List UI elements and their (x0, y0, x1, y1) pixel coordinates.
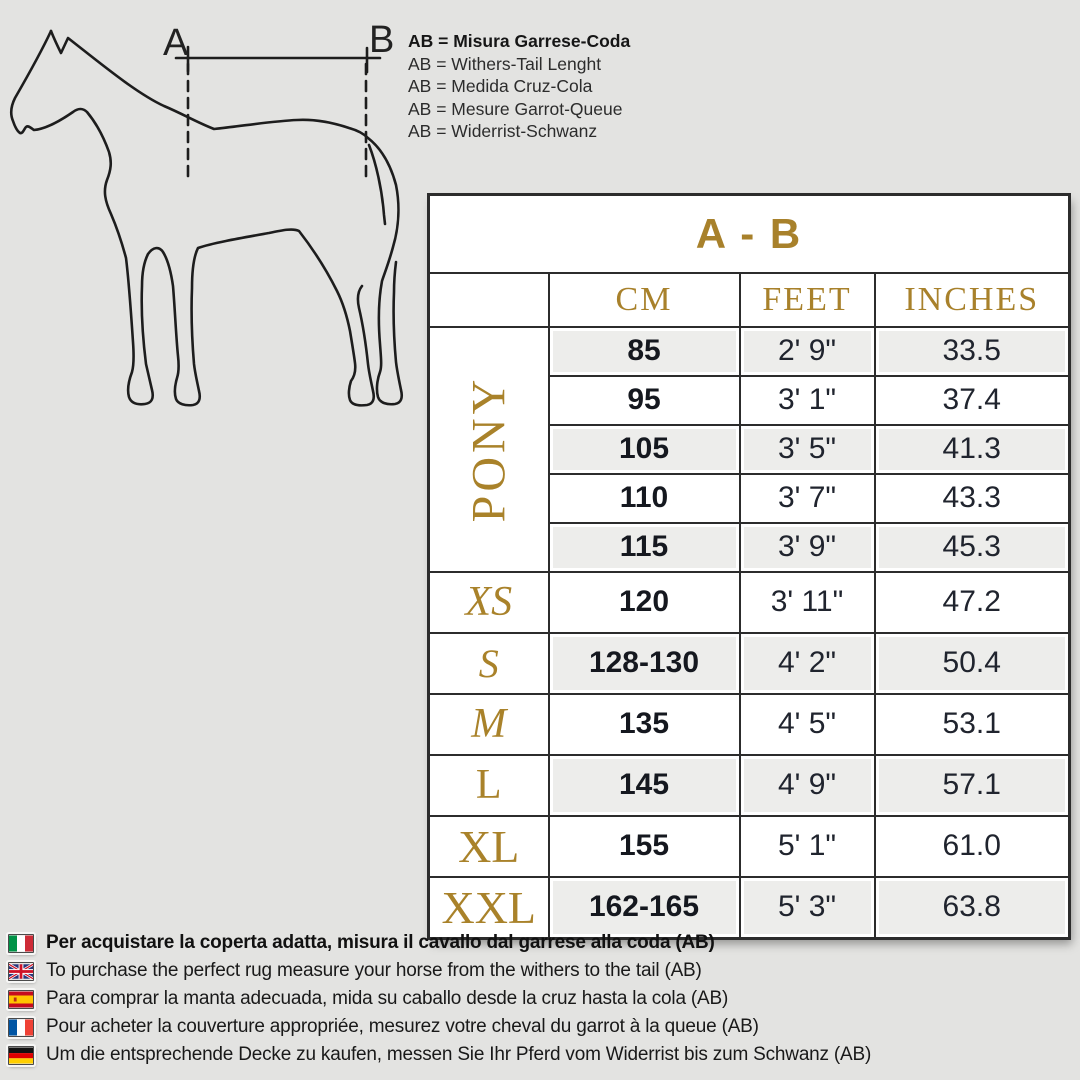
horse-tail-line (367, 143, 387, 226)
cm-cell: 162-165 (547, 875, 741, 939)
instruction-text: Para comprar la manta adecuada, mida su … (46, 988, 729, 1009)
instruction-text: Pour acheter la couverture appropriée, m… (46, 1016, 759, 1037)
table-row: L 145 4' 9" 57.1 (427, 753, 1071, 817)
size-label-xl: XL (458, 820, 520, 872)
instruction-row-italian: Per acquistare la coperta adatta, misura… (8, 929, 871, 957)
inches-cell: 43.3 (873, 472, 1071, 524)
feet-cell: 5' 1" (738, 814, 876, 878)
header-feet: FEET (738, 271, 876, 328)
size-cell-s: S (427, 631, 550, 695)
table-header-row: CM FEET INCHES (427, 271, 1071, 328)
inches-cell: 33.5 (873, 325, 1071, 377)
table-row: S 128-130 4' 2" 50.4 (427, 631, 1071, 695)
spain-flag-icon (8, 989, 34, 1009)
size-label-m: M (471, 701, 507, 747)
germany-flag-icon (8, 1045, 34, 1065)
table-row: XL 155 5' 1" 61.0 (427, 814, 1071, 878)
size-cell-xs: XS (427, 570, 550, 634)
feet-cell: 4' 9" (738, 753, 876, 817)
cm-cell: 155 (547, 814, 741, 878)
france-flag-icon (8, 1017, 34, 1037)
feet-cell: 3' 9" (738, 521, 876, 573)
inches-cell: 63.8 (873, 875, 1071, 939)
cm-cell: 135 (547, 692, 741, 756)
feet-cell: 4' 2" (738, 631, 876, 695)
feet-cell: 3' 1" (738, 374, 876, 426)
ab-legend-item-english: AB = Withers-Tail Lenght (408, 53, 602, 74)
horse-outline-top (49, 29, 404, 406)
table-title-row: A - B (427, 193, 1071, 274)
size-table: A - B CM FEET INCHES PONY 85 2' 9" 33.5 … (427, 193, 1071, 940)
cm-cell: 120 (547, 570, 741, 634)
feet-cell: 5' 3" (738, 875, 876, 939)
feet-cell: 3' 11" (738, 570, 876, 634)
label-b: B (369, 19, 394, 61)
horse-measurement-diagram: A B (9, 19, 404, 407)
cm-cell: 128-130 (547, 631, 741, 695)
cm-cell: 95 (547, 374, 741, 426)
ab-legend-item-spanish: AB = Medida Cruz-Cola (408, 76, 593, 96)
ab-legend: AB = Misura Garrese-Coda AB = Withers-Ta… (408, 30, 630, 143)
inches-cell: 61.0 (873, 814, 1071, 878)
size-label-pony: PONY (462, 375, 516, 523)
horse-outline-body (9, 29, 376, 407)
cm-cell: 85 (547, 325, 741, 377)
feet-cell: 4' 5" (738, 692, 876, 756)
cm-cell: 145 (547, 753, 741, 817)
inches-cell: 57.1 (873, 753, 1071, 817)
size-label-l: L (475, 762, 502, 808)
size-cell-pony: PONY (427, 325, 550, 573)
header-cm: CM (547, 271, 741, 328)
size-cell-m: M (427, 692, 550, 756)
inches-cell: 53.1 (873, 692, 1071, 756)
size-label-xs: XS (465, 579, 513, 625)
size-label-xxl: XXL (441, 881, 537, 933)
ab-legend-item-german: AB = Widerrist-Schwanz (408, 121, 598, 141)
instruction-row-french: Pour acheter la couverture appropriée, m… (8, 1013, 871, 1041)
header-inches: INCHES (873, 271, 1071, 328)
table-row: 105 3' 5" 41.3 (429, 423, 1071, 475)
cm-cell: 115 (547, 521, 741, 573)
size-label-s: S (478, 640, 499, 686)
feet-cell: 3' 5" (738, 423, 876, 475)
table-row: M 135 4' 5" 53.1 (427, 692, 1071, 756)
instruction-text: Um die entsprechende Decke zu kaufen, me… (46, 1044, 872, 1065)
table-row: 110 3' 7" 43.3 (429, 472, 1071, 524)
feet-cell: 2' 9" (738, 325, 876, 377)
table-row: XXL 162-165 5' 3" 63.8 (427, 875, 1071, 939)
size-cell-l: L (427, 753, 550, 817)
feet-cell: 3' 7" (738, 472, 876, 524)
instruction-text: Per acquistare la coperta adatta, misura… (46, 932, 715, 953)
cm-cell: 105 (547, 423, 741, 475)
table-row: PONY 85 2' 9" 33.5 (427, 325, 1071, 573)
table-row: XS 120 3' 11" 47.2 (427, 570, 1071, 634)
instructions: Per acquistare la coperta adatta, misura… (8, 929, 871, 1069)
label-a: A (163, 22, 189, 64)
cm-cell: 110 (547, 472, 741, 524)
inches-cell: 47.2 (873, 570, 1071, 634)
size-cell-xxl: XXL (427, 875, 550, 939)
inches-cell: 37.4 (873, 374, 1071, 426)
instruction-row-spanish: Para comprar la manta adecuada, mida su … (8, 985, 871, 1013)
uk-flag-icon (8, 961, 34, 981)
table-row: 95 3' 1" 37.4 (429, 374, 1071, 426)
ab-legend-item-french: AB = Mesure Garrot-Queue (408, 98, 623, 119)
ab-legend-item-italian: AB = Misura Garrese-Coda (408, 31, 631, 51)
inches-cell: 50.4 (873, 631, 1071, 695)
instruction-row-german: Um die entsprechende Decke zu kaufen, me… (8, 1041, 871, 1069)
table-row: 115 3' 9" 45.3 (429, 521, 1071, 573)
header-empty-cell (427, 271, 550, 328)
italy-flag-icon (8, 933, 34, 953)
instruction-text: To purchase the perfect rug measure your… (46, 960, 702, 981)
inches-cell: 41.3 (873, 423, 1071, 475)
table-title: A - B (427, 193, 1071, 274)
size-cell-xl: XL (427, 814, 550, 878)
instruction-row-english: To purchase the perfect rug measure your… (8, 957, 871, 985)
inches-cell: 45.3 (873, 521, 1071, 573)
